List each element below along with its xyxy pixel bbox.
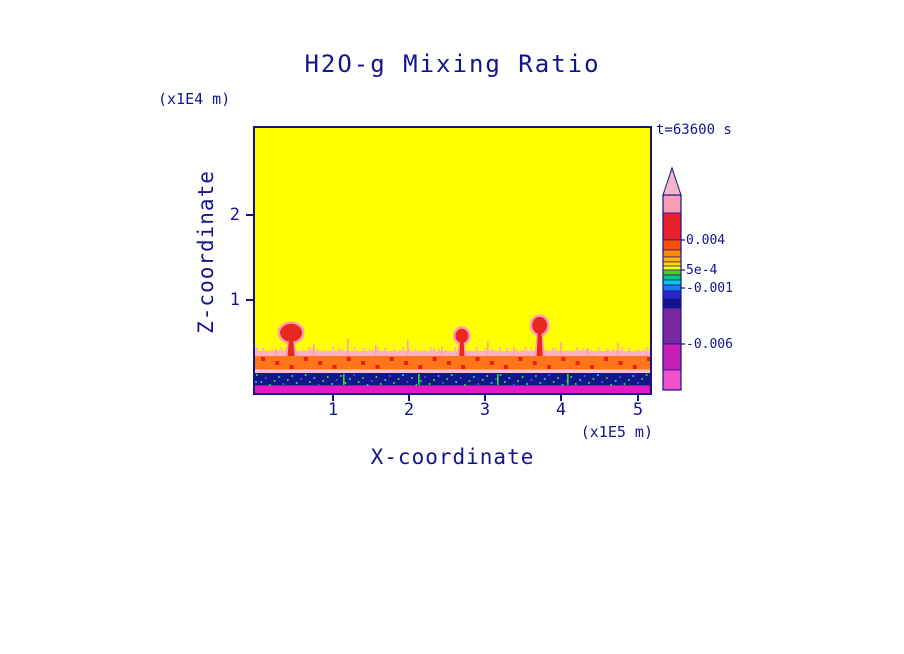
time-annotation: t=63600 s	[656, 122, 732, 138]
x-axis-tick	[408, 395, 410, 401]
x-axis-tick	[560, 395, 562, 401]
y-tick-label: 1	[229, 290, 240, 310]
colorbar-label: -0.001	[686, 281, 733, 296]
x-tick-label: 5	[632, 400, 644, 420]
x-axis-tick	[332, 395, 334, 401]
x-tick-label: 2	[403, 400, 415, 420]
chart-title: H2O-g Mixing Ratio	[304, 50, 601, 78]
z-axis-title: Z-coordinate	[194, 170, 218, 334]
y-axis-units: (x1E4 m)	[158, 90, 231, 108]
x-tick-label: 1	[327, 400, 339, 420]
x-axis-tick	[637, 395, 639, 401]
x-axis-units: (x1E5 m)	[580, 423, 653, 441]
colorbar	[662, 166, 685, 391]
colorbar-label: 0.004	[686, 233, 726, 248]
x-tick-label: 4	[555, 400, 567, 420]
colorbar-label: -0.006	[686, 337, 733, 352]
y-axis-tick	[246, 214, 253, 216]
x-axis-tick	[484, 395, 486, 401]
heatmap-canvas	[255, 128, 650, 393]
y-axis-tick	[246, 299, 253, 301]
colorbar-label: 5e-4	[686, 263, 718, 278]
plot-frame	[253, 126, 652, 395]
x-axis-title: X-coordinate	[370, 445, 535, 469]
x-tick-label: 3	[479, 400, 491, 420]
y-tick-label: 2	[229, 205, 240, 225]
